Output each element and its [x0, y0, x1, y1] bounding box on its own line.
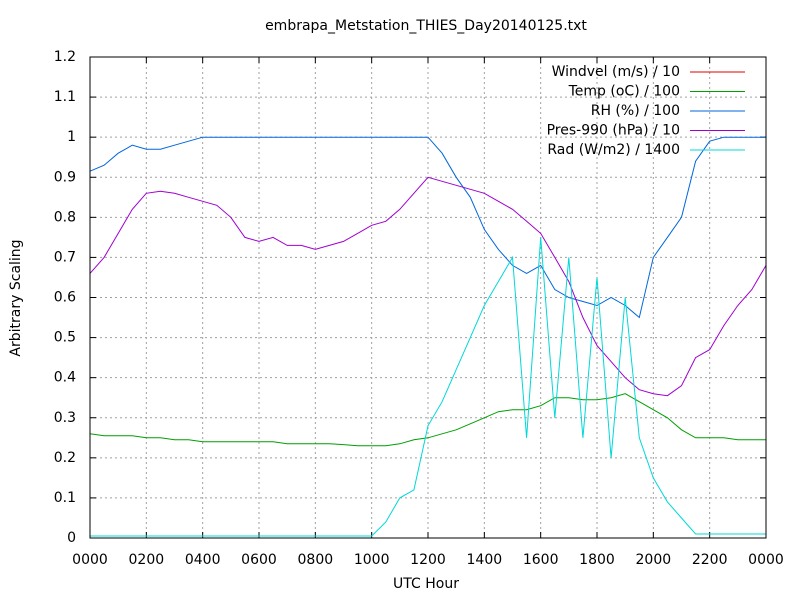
y-tick-label: 0	[67, 530, 76, 546]
x-tick-label: 1800	[579, 552, 615, 568]
y-tick-label: 0.6	[54, 290, 76, 306]
x-tick-label: 0200	[129, 552, 165, 568]
legend-label: Rad (W/m2) / 1400	[547, 142, 680, 158]
legend-label: Temp (oC) / 100	[568, 84, 680, 100]
y-tick-label: 0.9	[54, 169, 76, 185]
y-tick-label: 0.1	[54, 490, 76, 506]
y-axis-label: Arbitrary Scaling	[8, 239, 24, 356]
chart-title: embrapa_Metstation_THIES_Day20140125.txt	[265, 18, 587, 34]
legend-label: RH (%) / 100	[591, 103, 680, 119]
series-line	[90, 237, 766, 537]
y-tick-label: 0.5	[54, 330, 76, 346]
x-tick-label: 0000	[748, 552, 784, 568]
y-tick-label: 0.7	[54, 249, 76, 265]
x-tick-label: 1400	[467, 552, 503, 568]
x-tick-label: 0000	[72, 552, 108, 568]
x-tick-label: 2200	[692, 552, 728, 568]
y-tick-label: 1.1	[54, 89, 76, 105]
x-tick-label: 1600	[523, 552, 559, 568]
y-tick-label: 1.2	[54, 49, 76, 65]
x-tick-label: 0800	[298, 552, 334, 568]
x-tick-label: 1000	[354, 552, 390, 568]
y-tick-label: 0.8	[54, 209, 76, 225]
x-tick-label: 0600	[241, 552, 277, 568]
x-tick-label: 2000	[636, 552, 672, 568]
x-tick-label: 1200	[410, 552, 446, 568]
legend-label: Pres-990 (hPa) / 10	[547, 123, 680, 139]
series-line	[89, 393, 766, 447]
y-tick-label: 0.4	[54, 370, 76, 386]
y-tick-label: 0.2	[54, 450, 76, 466]
plot-border	[89, 56, 767, 539]
y-tick-label: 1	[67, 129, 76, 145]
x-tick-label: 0400	[185, 552, 221, 568]
x-axis-label: UTC Hour	[393, 576, 459, 592]
series-line	[89, 176, 767, 397]
legend-label: Windvel (m/s) / 10	[552, 64, 680, 80]
series-line	[89, 136, 766, 319]
y-tick-label: 0.3	[54, 410, 76, 426]
